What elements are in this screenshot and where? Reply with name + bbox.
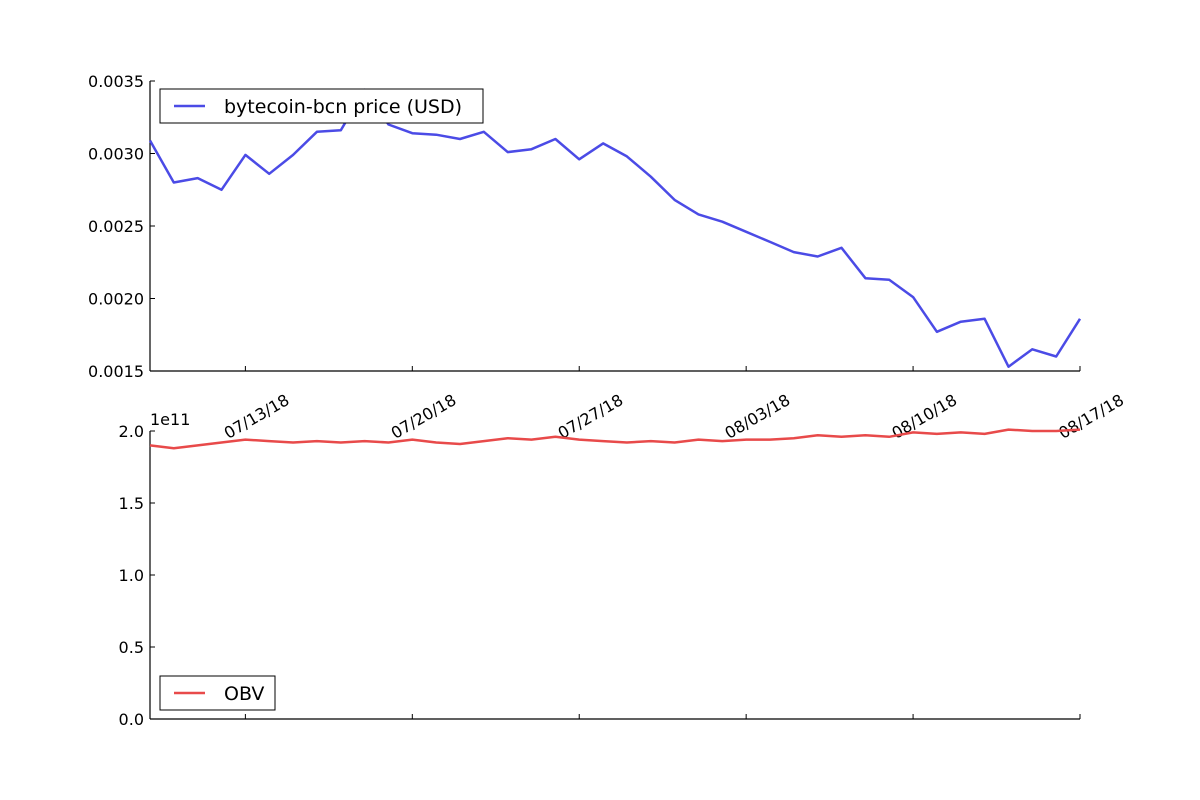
legend-label: bytecoin-bcn price (USD) [224, 96, 462, 118]
x-tick-label: 07/13/18 [221, 390, 293, 442]
y-tick-label: 0.0025 [88, 217, 144, 236]
x-tick-label: 08/17/18 [1055, 390, 1127, 442]
series-line-obv [149, 428, 1081, 450]
x-tick-label: 07/20/18 [388, 390, 460, 442]
obv-chart-panel: 0.0 0.5 1.0 1.5 2.0 1e11 OBV [119, 410, 1081, 729]
price-chart-panel: 0.0015 0.0020 0.0025 0.0030 0.0035 07/13/18 07… [88, 72, 1127, 443]
y-tick-label: 0.0015 [88, 362, 144, 381]
y-tick-label: 0.0020 [88, 290, 144, 309]
y-tick-label: 2.0 [119, 422, 144, 441]
y-multiplier-label: 1e11 [150, 410, 190, 429]
y-tick-label: 0.0035 [88, 72, 144, 91]
legend-label: OBV [224, 683, 264, 705]
x-tick-label: 07/27/18 [555, 390, 627, 442]
y-tick-label: 0.0030 [88, 145, 144, 164]
y-tick-label: 1.5 [119, 494, 144, 513]
y-tick-label: 1.0 [119, 566, 144, 585]
x-tick-label: 08/03/18 [722, 390, 794, 442]
y-tick-label: 0.5 [119, 638, 144, 657]
y-tick-label: 0.0 [119, 710, 144, 729]
legend-box [159, 88, 484, 124]
series-line-bytecoin-bcn-price-usd- [148, 88, 1082, 368]
